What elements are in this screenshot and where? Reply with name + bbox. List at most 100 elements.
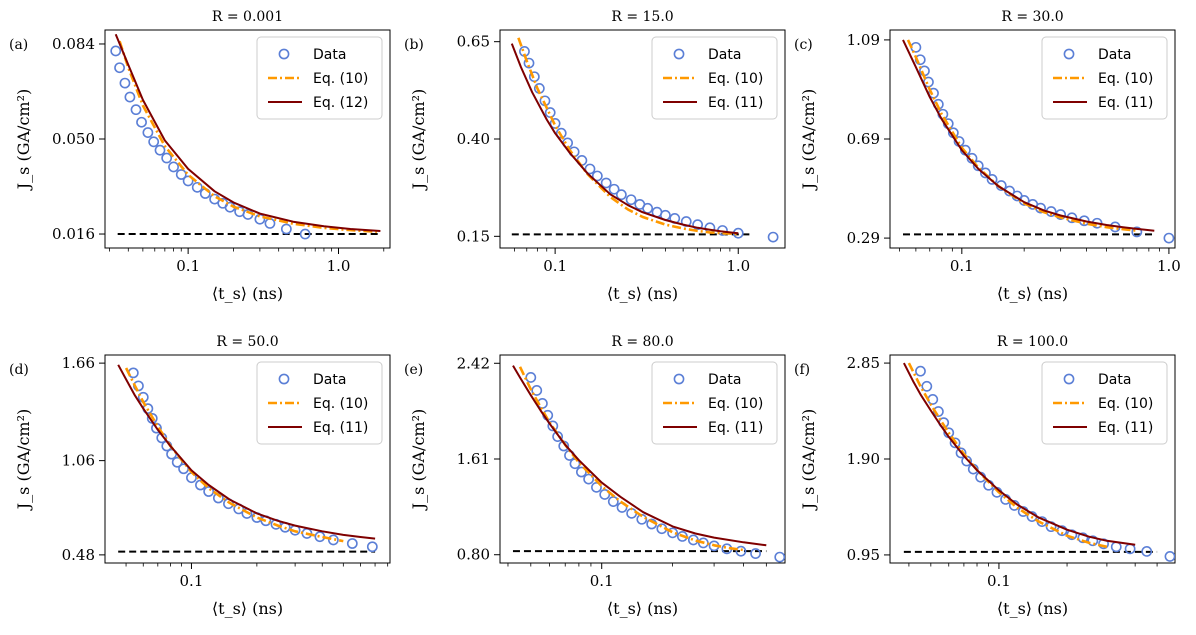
legend-label: Data xyxy=(313,372,346,388)
legend-label: Eq. (10) xyxy=(708,71,763,87)
panel-3: R = 50.0 (d) 0.1 0.48 1.06 1.66 ⟨t_s⟩ (ns) J_s … xyxy=(9,334,391,618)
plot-frame xyxy=(104,354,391,564)
y-tick-label: 0.084 xyxy=(52,35,95,53)
data-point xyxy=(735,545,747,557)
plot-area xyxy=(510,37,779,243)
y-axis-label: J_s (GA/cm²) xyxy=(799,409,818,511)
y-tick-label: 0.016 xyxy=(52,225,95,243)
y-tick-label: 1.90 xyxy=(847,450,880,468)
x-tick-label: 0.1 xyxy=(176,257,200,275)
data-point xyxy=(525,372,537,383)
data-point xyxy=(547,420,559,432)
data-point xyxy=(642,202,654,214)
y-tick-label: 0.40 xyxy=(457,130,490,148)
panel-title: R = 80.0 xyxy=(611,334,673,350)
panel-1: R = 15.0 (b) 0.1 1.0 0.15 0.40 0.65 ⟨t_s⟩ (ns) J… xyxy=(404,9,786,303)
legend-label: Data xyxy=(708,47,741,63)
data-point xyxy=(599,489,611,500)
data-point xyxy=(171,456,183,468)
legend-box xyxy=(256,361,383,445)
data-point xyxy=(1131,226,1143,238)
legend-box xyxy=(256,36,383,120)
y-tick-label: 0.65 xyxy=(457,33,490,51)
x-axis-label: ⟨t_s⟩ (ns) xyxy=(997,599,1068,618)
data-point xyxy=(119,77,131,89)
panel-title: R = 50.0 xyxy=(216,334,278,350)
legend-box xyxy=(1041,361,1168,445)
x-axis-label: ⟨t_s⟩ (ns) xyxy=(997,284,1068,303)
eq-model-curve xyxy=(510,43,739,235)
legend-box xyxy=(651,361,778,445)
data-point xyxy=(591,170,603,182)
legend-label: Data xyxy=(1098,47,1131,63)
y-tick-label: 0.15 xyxy=(457,227,490,245)
eq10-curve xyxy=(517,37,739,236)
data-point xyxy=(692,219,704,231)
y-tick-label: 1.61 xyxy=(457,450,490,468)
panel-label: (a) xyxy=(9,37,28,53)
legend-box xyxy=(651,36,778,120)
data-point xyxy=(1087,535,1099,547)
data-point xyxy=(986,173,998,185)
data-point xyxy=(1110,541,1122,553)
eq-model-curve xyxy=(512,365,767,547)
y-tick-label: 2.42 xyxy=(457,354,490,372)
panel-4: R = 80.0 (e) 0.1 0.80 1.61 2.42 ⟨t_s⟩ (ns) J_s … xyxy=(404,334,786,618)
legend-label: Eq. (11) xyxy=(1098,95,1153,111)
data-point xyxy=(168,161,179,173)
y-tick-label: 0.48 xyxy=(62,546,95,564)
panel-title: R = 0.001 xyxy=(212,9,283,25)
x-axis-label: ⟨t_s⟩ (ns) xyxy=(607,599,678,618)
data-point xyxy=(1141,545,1153,557)
data-point xyxy=(366,541,378,553)
plot-area xyxy=(117,364,378,553)
data-point xyxy=(955,447,967,459)
data-point xyxy=(584,163,596,175)
y-tick-label: 0.050 xyxy=(52,130,95,148)
data-point xyxy=(608,183,620,195)
data-point xyxy=(127,367,139,379)
legend-label: Data xyxy=(708,372,741,388)
data-point xyxy=(774,551,785,563)
x-tick-label: 0.1 xyxy=(950,257,974,275)
x-axis-label: ⟨t_s⟩ (ns) xyxy=(607,284,678,303)
panel-title: R = 15.0 xyxy=(611,9,673,25)
data-point xyxy=(607,496,619,507)
x-axis-label: ⟨t_s⟩ (ns) xyxy=(212,599,283,618)
x-tick-label: 0.1 xyxy=(987,572,1011,590)
legend-marker-data xyxy=(1063,373,1075,385)
data-point xyxy=(327,534,339,546)
plot-area xyxy=(903,362,1175,562)
legend-label: Data xyxy=(1098,372,1131,388)
data-point xyxy=(523,57,535,69)
data-point xyxy=(927,394,939,405)
y-axis-label: J_s (GA/cm²) xyxy=(409,409,428,511)
eq-model-curve xyxy=(114,33,381,232)
legend-marker-data xyxy=(278,48,290,60)
data-point xyxy=(178,463,189,475)
legend-marker-data xyxy=(673,373,685,385)
legend-label: Eq. (11) xyxy=(313,420,368,436)
eq10-curve xyxy=(124,367,344,543)
data-point xyxy=(549,118,561,129)
data-point xyxy=(767,231,779,243)
data-point xyxy=(346,538,358,549)
x-axis-label: ⟨t_s⟩ (ns) xyxy=(212,284,283,303)
data-point xyxy=(949,437,961,449)
data-point xyxy=(1164,551,1175,562)
panel-title: R = 30.0 xyxy=(1001,9,1063,25)
panel-label: (d) xyxy=(9,362,29,378)
legend-marker-data xyxy=(278,373,290,385)
y-axis-label: J_s (GA/cm²) xyxy=(409,89,428,191)
x-tick-label: 1.0 xyxy=(327,257,351,275)
y-tick-label: 1.06 xyxy=(62,452,95,470)
data-point xyxy=(915,365,926,377)
eq-model-curve xyxy=(903,362,1136,546)
data-point xyxy=(980,167,991,179)
data-point xyxy=(625,194,637,206)
data-point xyxy=(212,492,224,504)
legend-label: Eq. (11) xyxy=(708,95,763,111)
data-point xyxy=(972,160,984,172)
y-axis-label: J_s (GA/cm²) xyxy=(14,409,33,511)
data-point xyxy=(264,218,276,229)
